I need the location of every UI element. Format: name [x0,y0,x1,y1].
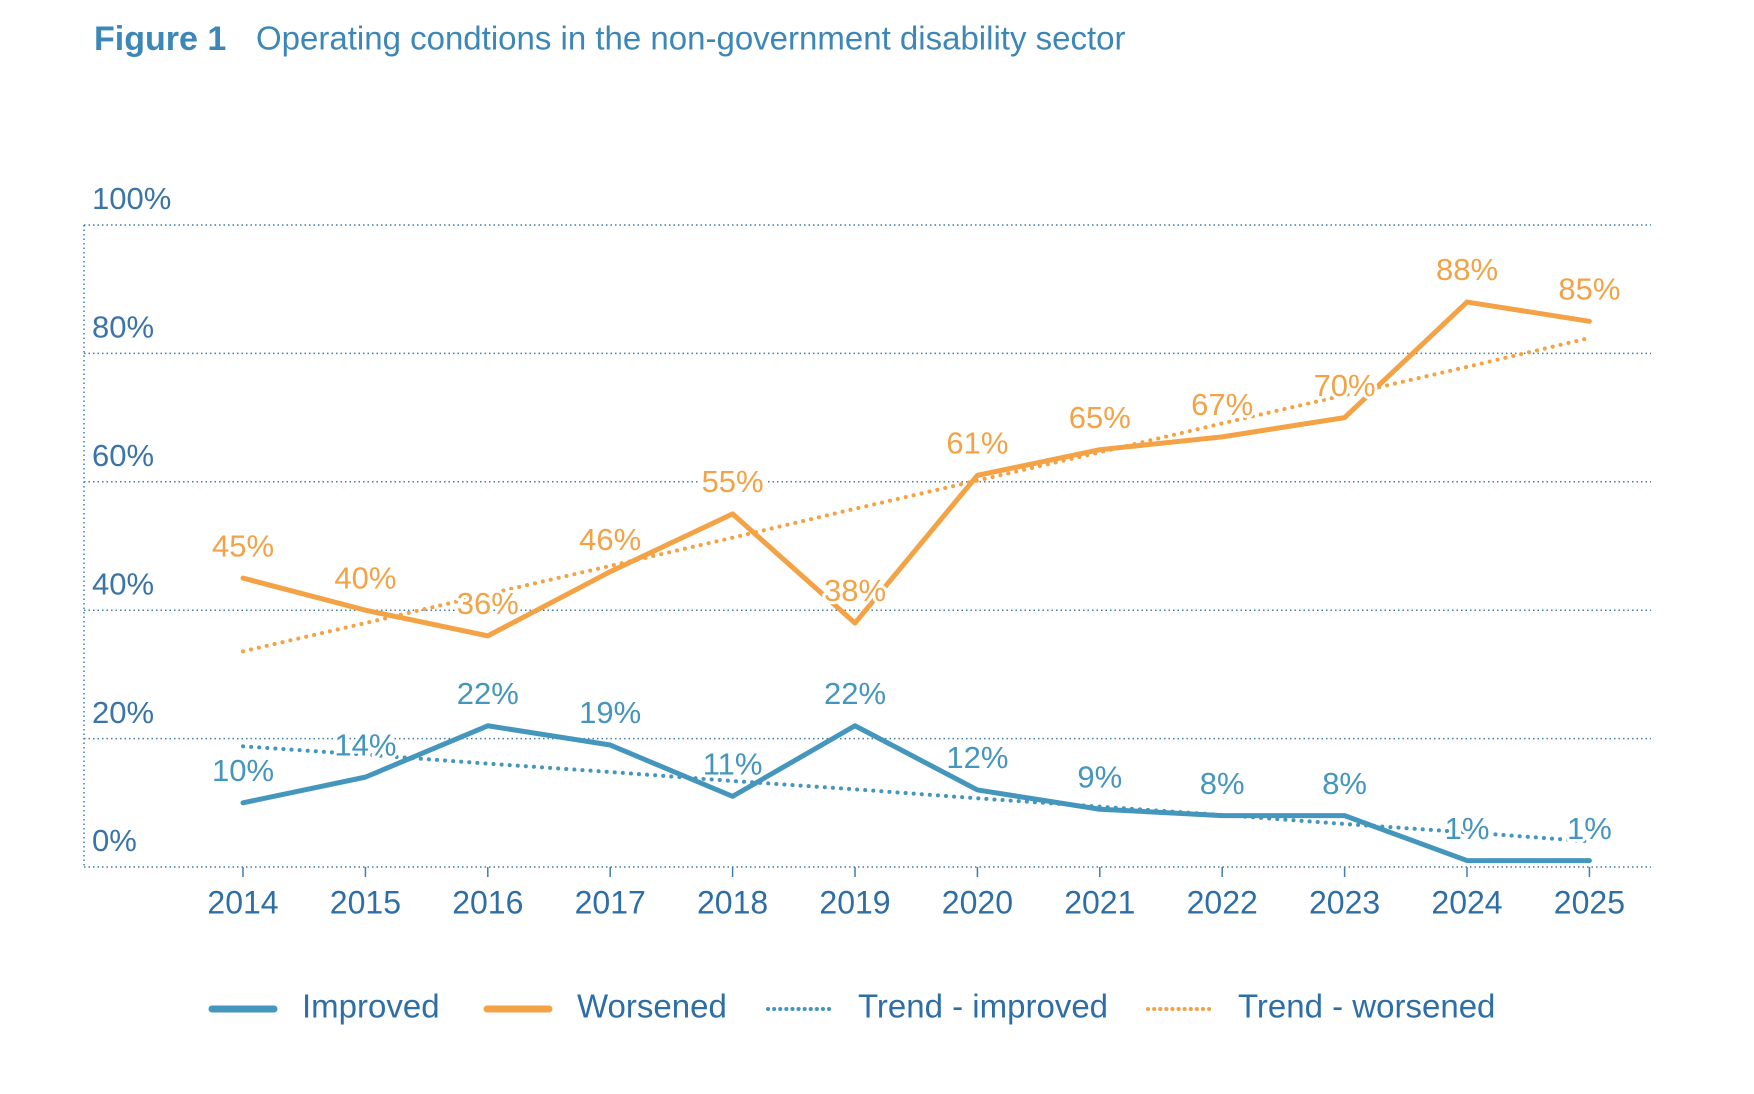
data-label: 14% [334,727,396,762]
x-tick-label: 2014 [207,884,278,920]
y-tick-label: 100% [92,181,171,216]
legend-label: Improved [302,988,440,1025]
data-label: 8% [1322,766,1367,801]
y-tick-label: 0% [92,823,137,858]
data-label: 22% [824,676,886,711]
x-tick-label: 2022 [1187,884,1258,920]
x-tick-label: 2021 [1064,884,1135,920]
x-tick-label: 2020 [942,884,1013,920]
x-tick-label: 2024 [1431,884,1502,920]
x-tick-label: 2017 [575,884,646,920]
data-label: 1% [1567,811,1612,846]
data-label: 11% [703,747,763,782]
series-line [240,299,1592,639]
legend-label: Worsened [577,988,727,1025]
data-label: 9% [1077,759,1122,794]
data-label: 61% [946,426,1008,461]
series-line [240,723,1592,864]
y-tick-label: 20% [92,695,154,730]
trend-line [241,335,1592,654]
data-label: 22% [457,676,519,711]
data-label: 70% [1314,368,1376,403]
x-tick-label: 2015 [330,884,401,920]
x-tick-label: 2016 [452,884,523,920]
data-label: 8% [1200,766,1245,801]
y-tick-label: 80% [92,310,154,345]
data-label: 10% [212,753,274,788]
chart-title: Figure 1 [94,20,226,58]
x-tick-label: 2018 [697,884,768,920]
y-tick-label: 40% [92,566,154,601]
x-tick-label: 2023 [1309,884,1380,920]
data-label: 38% [824,573,886,608]
data-label: 85% [1558,271,1620,306]
data-label: 65% [1069,400,1131,435]
data-label: 36% [457,586,519,621]
data-label: 1% [1445,811,1490,846]
data-label: 12% [946,740,1008,775]
legend-label: Trend - worsened [1238,988,1495,1025]
data-label: 88% [1436,252,1498,287]
data-label: 19% [579,695,641,730]
x-tick-label: 2019 [819,884,890,920]
data-label: 46% [579,522,641,557]
legend-label: Trend - improved [858,988,1108,1025]
data-label: 45% [212,528,274,563]
y-tick-label: 60% [92,438,154,473]
data-label: 40% [334,560,396,595]
data-label: 55% [702,464,764,499]
chart-subtitle: Operating condtions in the non-governmen… [256,20,1126,57]
data-label: 67% [1191,387,1253,422]
x-tick-label: 2025 [1554,884,1625,920]
